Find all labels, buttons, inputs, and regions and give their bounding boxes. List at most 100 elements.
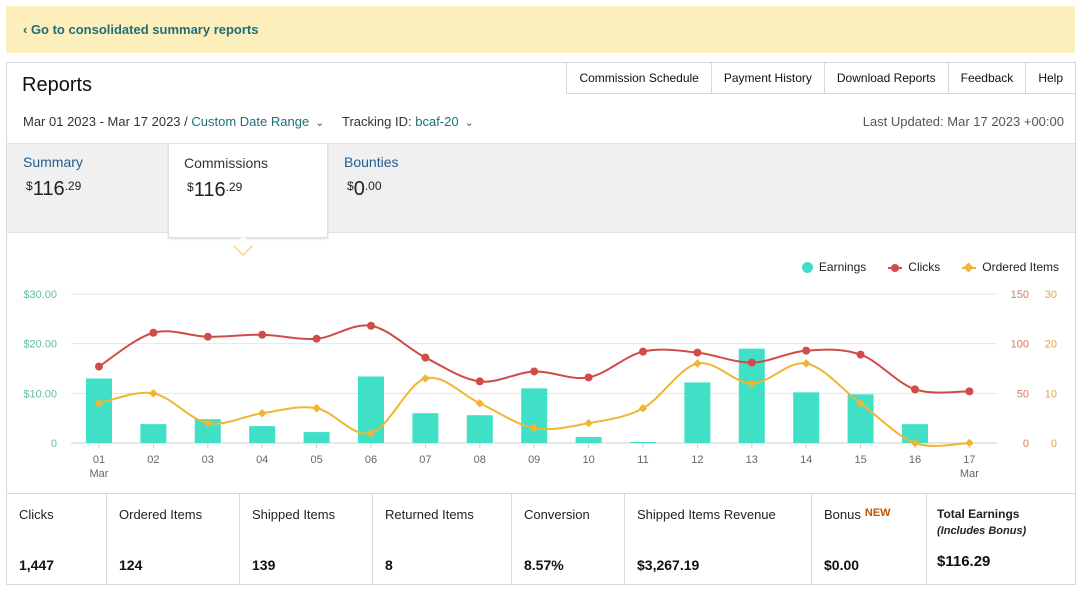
clicks-point: [203, 332, 212, 341]
x-axis-tick: 01: [93, 454, 105, 466]
clicks-point: [911, 385, 919, 394]
stat-total-earnings: Total Earnings (Includes Bonus) $116.29: [927, 494, 1075, 585]
tracking-id-label: Tracking ID:: [342, 114, 412, 129]
ordered-items-point: [856, 399, 865, 408]
stat-label: Clicks: [19, 507, 54, 522]
legend-earnings[interactable]: Earnings: [801, 260, 866, 274]
left-axis-tick: $10.00: [23, 388, 57, 400]
tab-commissions-amount: $116.29: [187, 179, 243, 201]
ordered-items-marker-icon: [962, 262, 977, 273]
clicks-marker-icon: [888, 262, 903, 273]
right-axis-clicks-tick: 150: [1011, 289, 1029, 301]
chevron-down-icon: ⌄: [315, 117, 325, 129]
clicks-point: [856, 350, 865, 359]
tab-summary-label: Summary: [23, 154, 83, 170]
stat-value: 139: [252, 557, 276, 573]
tab-summary-amount: $116.29: [26, 178, 82, 200]
earnings-bar: [630, 442, 656, 443]
clicks-point: [530, 367, 539, 376]
legend-clicks-label: Clicks: [908, 260, 941, 274]
ordered-items-point: [475, 399, 485, 408]
ordered-items-point: [149, 389, 158, 398]
report-tabs: Summary $116.29 Commissions $116.29 Boun…: [7, 143, 1075, 238]
clicks-point: [693, 348, 702, 357]
x-axis-tick: 06: [365, 454, 377, 466]
tab-commissions[interactable]: Commissions $116.29: [168, 143, 328, 238]
stat-label: Total Earnings (Includes Bonus): [937, 507, 1075, 537]
earnings-bar: [684, 382, 711, 443]
right-axis-items-tick: 0: [1051, 438, 1057, 450]
clicks-point: [367, 321, 375, 330]
stat-value: $3,267.19: [637, 557, 700, 573]
ordered-items-point: [584, 418, 593, 428]
clicks-point: [584, 373, 593, 382]
earnings-bar: [86, 378, 112, 443]
earnings-bar: [575, 437, 602, 443]
x-axis-tick: 13: [746, 454, 758, 466]
earnings-bar: [466, 415, 493, 443]
reports-panel: Reports Commission Schedule Payment Hist…: [6, 62, 1076, 585]
ordered-items-point: [312, 403, 321, 413]
ordered-items-point: [965, 438, 974, 448]
nav-download-reports[interactable]: Download Reports: [823, 62, 949, 94]
x-axis-tick: 07: [419, 454, 431, 466]
x-axis-tick: 04: [256, 454, 268, 466]
earnings-bar: [412, 413, 439, 443]
date-range-type: Custom Date Range: [191, 114, 310, 129]
tab-bounties[interactable]: Bounties $0.00: [344, 154, 398, 201]
earnings-bar: [902, 424, 928, 443]
x-axis-tick: 03: [202, 454, 214, 466]
stat-shipped-revenue: Shipped Items Revenue $3,267.19: [625, 494, 812, 585]
stat-value: $116.29: [937, 553, 991, 570]
chevron-down-icon: ⌄: [464, 117, 474, 129]
ordered-items-point: [529, 423, 539, 433]
stat-value: 1,447: [19, 557, 55, 573]
earnings-bar: [140, 424, 167, 443]
legend-ordered-items[interactable]: Ordered Items: [962, 260, 1059, 274]
earnings-bar: [793, 392, 820, 443]
earnings-bar: [521, 388, 548, 443]
clicks-point: [95, 362, 103, 371]
nav-feedback[interactable]: Feedback: [947, 62, 1027, 94]
stat-label: Bonus NEW: [824, 507, 891, 522]
tracking-id-dropdown[interactable]: bcaf-20 ⌄: [415, 114, 474, 129]
ordered-items-point: [638, 403, 648, 413]
stat-value: 124: [119, 557, 143, 573]
tab-commissions-label: Commissions: [184, 155, 269, 171]
earnings-bar: [249, 426, 276, 443]
stat-sublabel: (Includes Bonus): [937, 525, 1027, 537]
x-axis-tick: 05: [310, 454, 322, 466]
legend-ordered-items-label: Ordered Items: [982, 260, 1059, 274]
left-axis-tick: $30.00: [23, 289, 57, 301]
right-axis-items-tick: 20: [1045, 339, 1057, 351]
clicks-point: [639, 347, 647, 356]
legend-clicks[interactable]: Clicks: [888, 260, 940, 274]
nav-help[interactable]: Help: [1025, 62, 1076, 94]
stat-label: Ordered Items: [119, 507, 203, 522]
x-axis-tick: 02: [147, 454, 159, 466]
tab-summary[interactable]: Summary $116.29: [23, 154, 83, 201]
stat-bonus: Bonus NEW $0.00: [812, 494, 927, 585]
new-badge: NEW: [864, 507, 891, 519]
ordered-items-point: [94, 399, 104, 408]
x-axis-tick: 10: [582, 454, 594, 466]
earnings-marker-icon: [801, 261, 813, 273]
date-range-text: Mar 01 2023 - Mar 17 2023 /: [23, 114, 188, 129]
page-title: Reports: [22, 74, 93, 96]
right-axis-items-tick: 30: [1045, 289, 1057, 301]
consolidated-reports-link[interactable]: ‹ Go to consolidated summary reports: [23, 22, 259, 37]
stats-bar: Clicks 1,447 Ordered Items 124 Shipped Ite…: [7, 493, 1075, 585]
date-range-dropdown[interactable]: Custom Date Range ⌄: [191, 114, 324, 129]
stat-label: Shipped Items: [252, 507, 336, 522]
left-axis-tick: 0: [51, 438, 57, 450]
ordered-items-point: [693, 359, 702, 368]
x-axis-tick: 08: [474, 454, 486, 466]
x-axis-tick: 17: [963, 454, 975, 466]
earnings-bar: [303, 432, 330, 443]
clicks-line: [98, 324, 970, 394]
stat-conversion: Conversion 8.57%: [512, 494, 625, 585]
ordered-items-point: [366, 428, 376, 438]
top-nav: Commission Schedule Payment History Down…: [566, 62, 1076, 94]
clicks-point: [475, 377, 484, 386]
ordered-items-point: [910, 438, 920, 448]
